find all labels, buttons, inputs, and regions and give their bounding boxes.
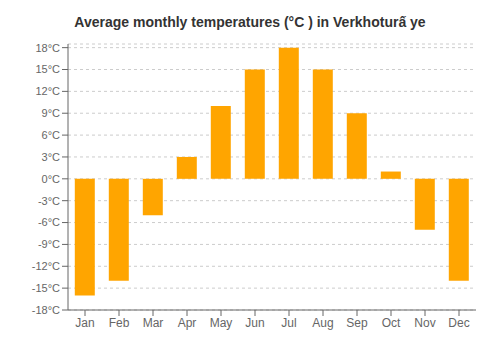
svg-text:0°C: 0°C <box>42 173 61 185</box>
svg-text:12°C: 12°C <box>35 85 60 97</box>
svg-text:Jul: Jul <box>281 316 296 330</box>
svg-text:-9°C: -9°C <box>38 238 60 250</box>
svg-text:Mar: Mar <box>143 316 164 330</box>
svg-text:Oct: Oct <box>382 316 401 330</box>
svg-text:Dec: Dec <box>448 316 469 330</box>
svg-text:Apr: Apr <box>178 316 197 330</box>
svg-text:-18°C: -18°C <box>32 304 60 316</box>
svg-text:-15°C: -15°C <box>32 282 60 294</box>
svg-text:18°C: 18°C <box>35 42 60 54</box>
svg-text:-3°C: -3°C <box>38 195 60 207</box>
svg-text:3°C: 3°C <box>42 151 61 163</box>
svg-text:Nov: Nov <box>414 316 435 330</box>
svg-text:-6°C: -6°C <box>38 216 60 228</box>
svg-text:6°C: 6°C <box>42 129 61 141</box>
svg-text:Sep: Sep <box>346 316 368 330</box>
svg-text:9°C: 9°C <box>42 107 61 119</box>
svg-text:-12°C: -12°C <box>32 260 60 272</box>
svg-text:Jan: Jan <box>75 316 94 330</box>
html-text:Average monthly temperatures (: Average monthly temperatures (°C ) in Ve… <box>74 14 426 30</box>
svg-text:Aug: Aug <box>312 316 333 330</box>
svg-text:15°C: 15°C <box>35 63 60 75</box>
svg-text:Feb: Feb <box>109 316 130 330</box>
svg-text:Jun: Jun <box>245 316 264 330</box>
svg-text:May: May <box>210 316 233 330</box>
